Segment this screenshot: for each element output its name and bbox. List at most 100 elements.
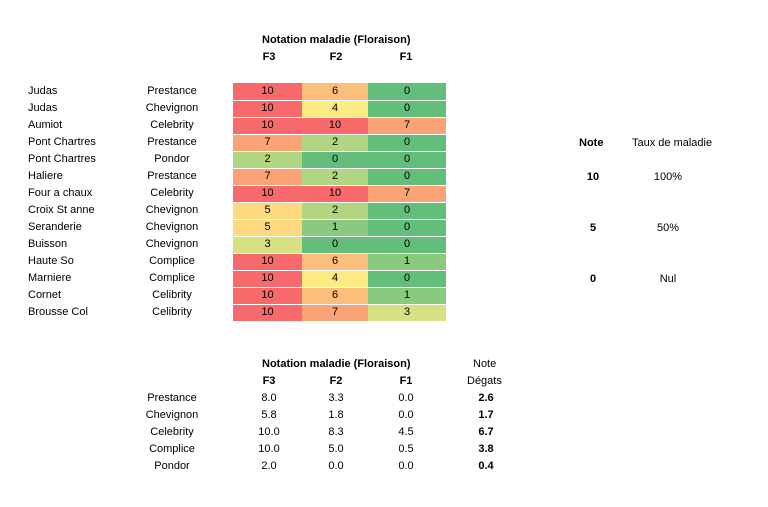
score-cell-f1: 0 (368, 219, 446, 236)
score-cell-f2: 6 (302, 253, 368, 270)
summary-f3: 10.0 (258, 426, 280, 438)
site-name: Cornet (28, 289, 62, 301)
score-cell-f3: 10 (233, 83, 302, 100)
grid-line (233, 219, 446, 220)
grid-line (233, 253, 446, 254)
grid-line (233, 236, 446, 237)
score-cell-f3: 10 (233, 253, 302, 270)
site-name: Aumiot (28, 119, 63, 131)
site-name: Seranderie (28, 221, 82, 233)
summary-variety: Chevignon (145, 409, 199, 421)
summary-f2: 1.8 (328, 409, 344, 421)
summary-f3: 5.8 (261, 409, 277, 421)
score-cell-f1: 0 (368, 168, 446, 185)
site-name: Haute So (28, 255, 74, 267)
score-cell-f3: 7 (233, 134, 302, 151)
site-name: Haliere (28, 170, 63, 182)
site-name: Pont Chartres (28, 153, 96, 165)
top-table-title: Notation maladie (Floraison) (262, 34, 411, 46)
grid-line (233, 304, 446, 305)
score-cell-f3: 10 (233, 117, 302, 134)
summary-f3: 10.0 (258, 443, 280, 455)
summary-f1: 0.5 (398, 443, 414, 455)
score-cell-f2: 7 (302, 304, 368, 321)
summary-col-f2: F2 (329, 375, 343, 387)
summary-note: 6.7 (478, 426, 494, 438)
score-cell-f3: 10 (233, 185, 302, 202)
variety-name: Prestance (147, 85, 197, 97)
score-cell-f1: 1 (368, 287, 446, 304)
site-name: Four a chaux (28, 187, 93, 199)
grid-line (233, 287, 446, 288)
score-cell-f1: 0 (368, 100, 446, 117)
score-cell-f3: 2 (233, 151, 302, 168)
summary-f2: 3.3 (328, 392, 344, 404)
grid-line (233, 134, 446, 135)
site-name: Pont Chartres (28, 136, 96, 148)
summary-f2: 8.3 (328, 426, 344, 438)
legend-note-10: 10 (586, 171, 600, 183)
summary-col-f3: F3 (262, 375, 276, 387)
legend-note-0: 0 (589, 273, 597, 285)
score-cell-f2: 1 (302, 219, 368, 236)
summary-variety: Pondor (154, 460, 190, 472)
summary-f1: 0.0 (398, 460, 414, 472)
grid-line (233, 100, 446, 101)
score-cell-f2: 2 (302, 202, 368, 219)
site-name: Buisson (28, 238, 68, 250)
summary-note-header: Note (473, 358, 497, 370)
score-cell-f1: 0 (368, 83, 446, 100)
variety-name: Complice (149, 272, 195, 284)
grid-line (233, 202, 446, 203)
variety-name: Celebrity (150, 187, 194, 199)
score-cell-f3: 3 (233, 236, 302, 253)
score-cell-f2: 6 (302, 287, 368, 304)
variety-name: Chevignon (145, 221, 199, 233)
grid-line (233, 117, 446, 118)
summary-degats-header: Dégats (467, 375, 502, 387)
score-cell-f3: 7 (233, 168, 302, 185)
legend-note-header: Note (579, 137, 604, 149)
score-cell-f3: 10 (233, 304, 302, 321)
grid-line (233, 185, 446, 186)
score-cell-f3: 10 (233, 287, 302, 304)
legend-taux-100: 100% (653, 171, 683, 183)
site-name: Marniere (28, 272, 72, 284)
variety-name: Pondor (154, 153, 190, 165)
score-cell-f1: 0 (368, 151, 446, 168)
summary-f1: 0.0 (398, 409, 414, 421)
score-cell-f1: 1 (368, 253, 446, 270)
summary-f1: 4.5 (398, 426, 414, 438)
score-cell-f3: 5 (233, 202, 302, 219)
top-col-f1: F1 (399, 51, 413, 63)
score-cell-f1: 0 (368, 134, 446, 151)
score-cell-f2: 10 (302, 185, 368, 202)
legend-taux-header: Taux de maladie (632, 137, 713, 149)
score-cell-f2: 2 (302, 134, 368, 151)
site-name: Judas (28, 85, 58, 97)
variety-name: Prestance (147, 170, 197, 182)
summary-table-title: Notation maladie (Floraison) (262, 358, 411, 370)
score-cell-f1: 0 (368, 270, 446, 287)
score-cell-f2: 6 (302, 83, 368, 100)
score-cell-f2: 0 (302, 151, 368, 168)
variety-name: Celibrity (152, 289, 192, 301)
site-name: Croix St anne (28, 204, 95, 216)
score-cell-f3: 10 (233, 100, 302, 117)
grid-line (233, 270, 446, 271)
score-cell-f1: 0 (368, 236, 446, 253)
top-col-f3: F3 (262, 51, 276, 63)
summary-f1: 0.0 (398, 392, 414, 404)
legend-note-5: 5 (589, 222, 597, 234)
legend-taux-nul: Nul (659, 273, 677, 285)
variety-name: Chevignon (145, 238, 199, 250)
score-cell-f3: 10 (233, 270, 302, 287)
summary-variety: Celebrity (150, 426, 194, 438)
score-cell-f1: 7 (368, 117, 446, 134)
summary-f2: 0.0 (328, 460, 344, 472)
summary-variety: Complice (149, 443, 195, 455)
summary-note: 1.7 (478, 409, 494, 421)
legend-taux-50: 50% (656, 222, 680, 234)
variety-name: Chevignon (145, 204, 199, 216)
variety-name: Chevignon (145, 102, 199, 114)
